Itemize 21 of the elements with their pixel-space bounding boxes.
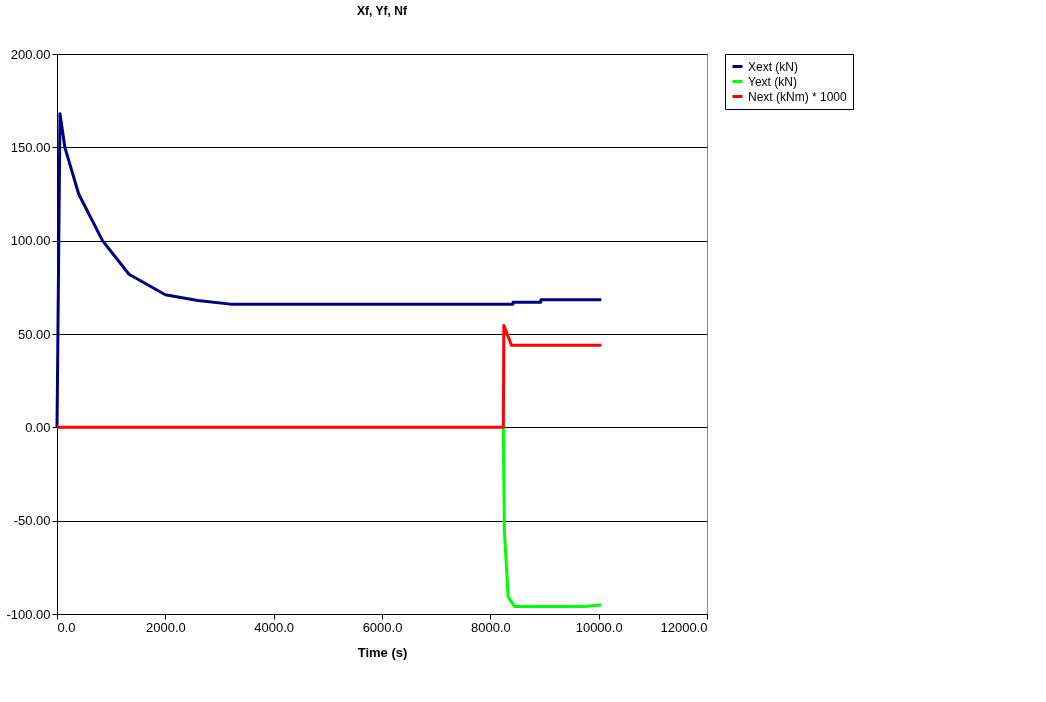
- line-series: [55, 112, 603, 429]
- legend-label: Yext (kN): [748, 74, 797, 89]
- x-tick-label: 8000.0: [470, 619, 511, 635]
- y-tick-label: 100.00: [10, 233, 51, 249]
- x-tick-label: 6000.0: [362, 619, 403, 635]
- x-axis-title: Time (s): [357, 644, 408, 660]
- y-tick-label: 0.00: [25, 419, 51, 435]
- legend-label: Next (kNm) * 1000: [748, 89, 848, 104]
- x-tick-label: 2000.0: [145, 619, 186, 635]
- y-tick-label: -100.00: [6, 606, 51, 622]
- legend-label: Xext (kN): [748, 59, 799, 74]
- x-tick-label: 0.0: [57, 619, 76, 635]
- chart-title: Xf, Yf, Nf: [357, 4, 408, 18]
- y-tick-label: 150.00: [10, 139, 51, 155]
- x-tick-label: 10000.0: [575, 619, 623, 635]
- y-tick-label: 50.00: [17, 326, 51, 342]
- x-tick-label: 12000.0: [660, 619, 708, 635]
- x-tick-label: 4000.0: [254, 619, 295, 635]
- y-tick-label: 200.00: [10, 46, 51, 62]
- y-tick-label: -50.00: [13, 513, 51, 529]
- line-series: [501, 425, 603, 609]
